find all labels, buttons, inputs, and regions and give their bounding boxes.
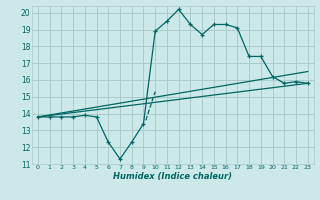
X-axis label: Humidex (Indice chaleur): Humidex (Indice chaleur) <box>113 172 232 181</box>
